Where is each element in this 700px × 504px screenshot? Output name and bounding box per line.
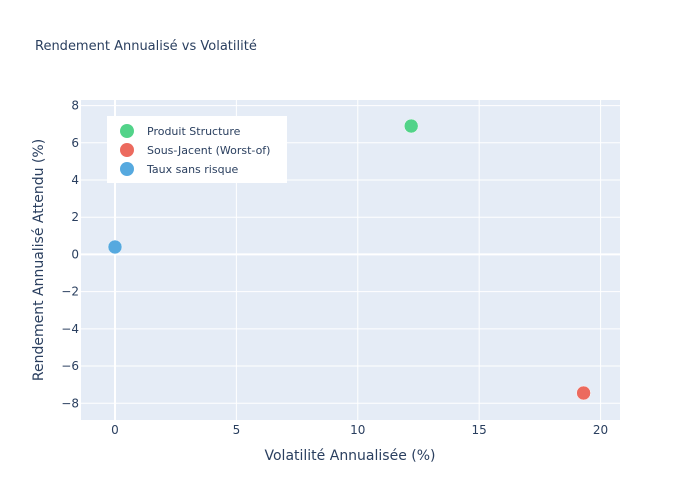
legend-marker (120, 162, 134, 176)
legend-box (107, 116, 287, 183)
x-tick-label: 10 (350, 423, 365, 437)
legend-items: Produit Structure Sous-Jacent (Worst-of) T… (120, 124, 270, 176)
legend[interactable]: Produit Structure Sous-Jacent (Worst-of) T… (107, 116, 287, 183)
chart-title: Rendement Annualisé vs Volatilité (35, 39, 257, 54)
legend-item[interactable]: Produit Structure (120, 124, 241, 138)
data-point[interactable] (107, 239, 123, 255)
data-point[interactable] (576, 385, 591, 401)
y-axis-title: Rendement Annualisé Attendu (%) (31, 139, 47, 381)
y-tick-label: −4 (61, 322, 79, 336)
legend-marker (120, 143, 134, 157)
data-points (107, 118, 591, 401)
legend-item[interactable]: Sous-Jacent (Worst-of) (120, 143, 270, 157)
y-tick-label: 8 (71, 99, 79, 113)
x-axis-title: Volatilité Annualisée (%) (265, 448, 436, 464)
y-tick-label: 6 (71, 136, 79, 150)
x-tick-label: 15 (472, 423, 487, 437)
x-axis-ticks: 0 5 10 15 20 (111, 423, 608, 437)
x-tick-label: 20 (593, 423, 608, 437)
legend-item[interactable]: Taux sans risque (120, 162, 239, 176)
x-tick-label: 0 (111, 423, 119, 437)
x-tick-label: 5 (233, 423, 241, 437)
y-tick-label: 2 (71, 210, 79, 224)
grid-layer (81, 100, 620, 420)
y-tick-label: −2 (61, 285, 79, 299)
legend-label: Sous-Jacent (Worst-of) (147, 144, 270, 157)
y-tick-label: 0 (71, 247, 79, 261)
data-point[interactable] (403, 118, 419, 134)
y-axis-ticks: −8 −6 −4 −2 0 2 4 6 8 (61, 99, 79, 411)
y-tick-label: −6 (61, 359, 79, 373)
y-tick-label: −8 (61, 396, 79, 410)
y-tick-label: 4 (71, 173, 79, 187)
legend-marker (120, 124, 134, 138)
legend-label: Taux sans risque (146, 163, 239, 176)
legend-label: Produit Structure (147, 125, 241, 138)
